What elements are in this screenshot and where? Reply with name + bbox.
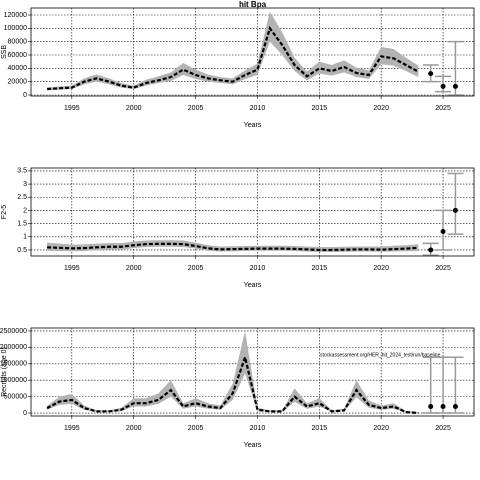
y-tick-label: 500000 — [4, 393, 27, 400]
y-tick-label: 2 — [23, 207, 27, 214]
x-axis-label: Years — [244, 282, 262, 289]
forecast-point — [440, 403, 446, 409]
x-tick-label: 2015 — [312, 265, 328, 272]
plot-frame — [30, 327, 475, 417]
x-tick-label: 2010 — [250, 105, 266, 112]
y-tick-label: 2000000 — [0, 344, 27, 351]
forecast-point — [440, 83, 446, 89]
x-tick-label: 2015 — [312, 425, 328, 432]
x-tick-label: 2005 — [188, 265, 204, 272]
y-tick-label: 100000 — [4, 25, 27, 32]
x-tick-label: 2015 — [312, 105, 328, 112]
x-tick-label: 1995 — [64, 265, 80, 272]
forecast-point — [428, 247, 434, 253]
y-tick-label: 1.5 — [17, 220, 27, 227]
x-tick-label: 2000 — [126, 425, 142, 432]
forecast-point — [452, 403, 458, 409]
y-tick-label: 60000 — [8, 52, 28, 59]
y-axis-label: Recruits (age 0) — [1, 347, 8, 397]
forecast-point — [428, 403, 434, 409]
x-tick-label: 2020 — [373, 425, 389, 432]
x-tick-label: 2020 — [373, 265, 389, 272]
x-tick-label: 2025 — [435, 265, 451, 272]
x-tick-label: 2025 — [435, 105, 451, 112]
y-tick-label: 80000 — [8, 39, 28, 46]
y-tick-label: 3.5 — [17, 168, 27, 175]
y-tick-label: 1 — [23, 234, 27, 241]
forecast-point — [452, 83, 458, 89]
y-tick-label: 2500000 — [0, 328, 27, 335]
confidence-band — [47, 11, 419, 91]
plot-frame — [30, 7, 475, 97]
y-tick-label: 3 — [23, 181, 27, 188]
estimate-line — [47, 242, 419, 252]
x-axis-label: Years — [244, 122, 262, 129]
y-tick-label: 1000000 — [0, 377, 27, 384]
x-tick-label: 2020 — [373, 105, 389, 112]
y-axis-label: F2-5 — [1, 205, 8, 220]
x-tick-label: 2010 — [250, 425, 266, 432]
x-tick-label: 2000 — [126, 105, 142, 112]
estimate-line — [46, 353, 419, 415]
estimate-line — [47, 25, 419, 91]
x-tick-label: 1995 — [64, 425, 80, 432]
y-tick-label: 0 — [23, 92, 27, 99]
x-axis-label: Years — [244, 442, 262, 449]
y-tick-label: 20000 — [8, 79, 28, 86]
x-tick-label: 2005 — [188, 105, 204, 112]
y-tick-label: 0.5 — [17, 247, 27, 254]
plot-frame — [30, 167, 475, 257]
y-tick-label: 0 — [23, 410, 27, 417]
chart-title: hit Bpa — [239, 0, 267, 9]
x-tick-label: 2005 — [188, 425, 204, 432]
x-tick-label: 1995 — [64, 105, 80, 112]
y-tick-label: 1500000 — [0, 361, 27, 368]
forecast-point — [428, 71, 434, 77]
y-tick-label: 2.5 — [17, 194, 27, 201]
y-tick-label: 120000 — [4, 12, 27, 19]
x-tick-label: 2025 — [435, 425, 451, 432]
forecast-point — [452, 207, 458, 213]
forecast-point — [440, 228, 446, 234]
annotation: stockassessment.org/HER_hit_2024_test/ru… — [320, 352, 441, 358]
x-tick-label: 2000 — [126, 265, 142, 272]
x-tick-label: 2010 — [250, 265, 266, 272]
y-axis-label: SSB — [1, 45, 8, 59]
confidence-band — [47, 330, 419, 414]
y-tick-label: 40000 — [8, 65, 28, 72]
